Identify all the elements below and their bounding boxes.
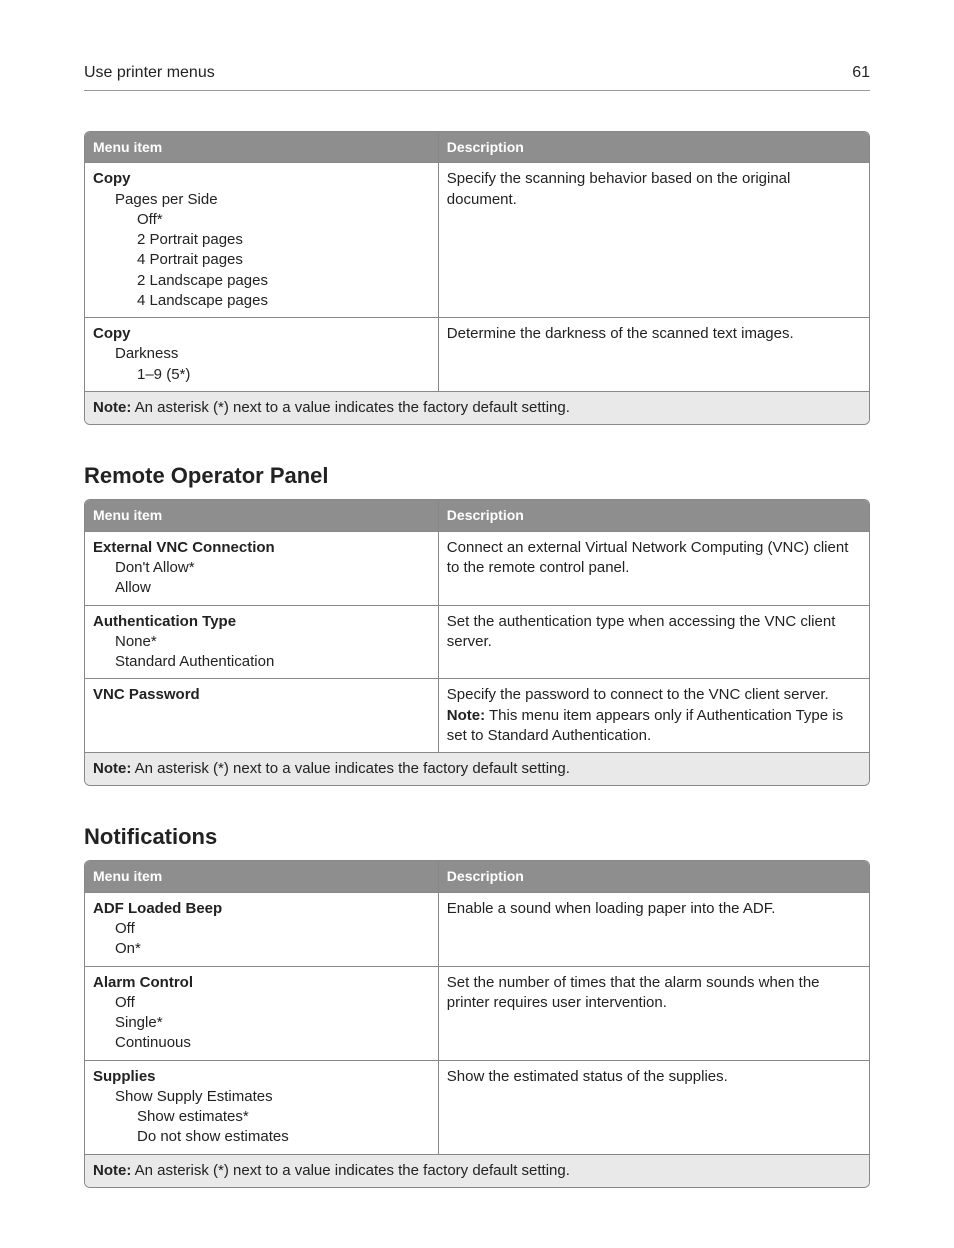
page: Use printer menus 61 Menu item Descripti…: [0, 0, 954, 1248]
notifications-heading: Notifications: [84, 822, 870, 852]
menu-item-opt: 2 Portrait pages: [93, 230, 430, 250]
copy-table: Menu item Description Copy Pages per Sid…: [84, 131, 870, 426]
menu-item-title: External VNC Connection: [93, 538, 430, 558]
menu-item-opt: Show estimates*: [93, 1107, 430, 1127]
remote-col-menu: Menu item: [85, 500, 438, 532]
menu-item-sub: Darkness: [93, 344, 430, 364]
menu-item-opt: Standard Authentication: [93, 652, 430, 672]
description-text: Specify the password to connect to the V…: [447, 686, 829, 703]
notif-col-desc: Description: [438, 861, 869, 893]
page-header: Use printer menus 61: [84, 62, 870, 91]
menu-item-title: ADF Loaded Beep: [93, 899, 430, 919]
menu-item-opt: None*: [93, 632, 430, 652]
menu-item-cell: Copy Pages per Side Off* 2 Portrait page…: [85, 163, 438, 317]
table-row: Copy Pages per Side Off* 2 Portrait page…: [85, 163, 869, 317]
menu-item-cell: Authentication Type None* Standard Authe…: [85, 605, 438, 679]
menu-item-opt: Off: [93, 919, 430, 939]
menu-item-opt: Off*: [93, 210, 430, 230]
menu-item-opt: Single*: [93, 1013, 430, 1033]
remote-table: Menu item Description External VNC Conne…: [84, 499, 870, 786]
menu-item-opt: 4 Landscape pages: [93, 291, 430, 311]
table-row: ADF Loaded Beep Off On* Enable a sound w…: [85, 893, 869, 966]
note-label: Note:: [93, 1162, 131, 1179]
note-text: An asterisk (*) next to a value indicate…: [131, 399, 570, 416]
table-row: Alarm Control Off Single* Continuous Set…: [85, 966, 869, 1060]
menu-item-opt: Continuous: [93, 1033, 430, 1053]
menu-item-cell: VNC Password: [85, 678, 438, 752]
menu-item-opt: 1–9 (5*): [93, 365, 430, 385]
note-text: An asterisk (*) next to a value indicate…: [131, 760, 570, 777]
menu-item-title: VNC Password: [93, 685, 430, 705]
desc-note-text: This menu item appears only if Authentic…: [447, 707, 843, 744]
menu-item-opt: Off: [93, 993, 430, 1013]
menu-item-opt: 2 Landscape pages: [93, 271, 430, 291]
desc-note-label: Note:: [447, 707, 485, 724]
menu-item-title: Copy: [93, 169, 430, 189]
table-row: Supplies Show Supply Estimates Show esti…: [85, 1060, 869, 1154]
notifications-table: Menu item Description ADF Loaded Beep Of…: [84, 860, 870, 1188]
table-note: Note: An asterisk (*) next to a value in…: [85, 752, 869, 785]
menu-item-title: Authentication Type: [93, 612, 430, 632]
note-text: An asterisk (*) next to a value indicate…: [131, 1162, 570, 1179]
menu-item-cell: Alarm Control Off Single* Continuous: [85, 966, 438, 1060]
table-note: Note: An asterisk (*) next to a value in…: [85, 391, 869, 424]
menu-item-cell: Supplies Show Supply Estimates Show esti…: [85, 1060, 438, 1154]
description-cell: Show the estimated status of the supplie…: [438, 1060, 869, 1154]
menu-item-sub: Pages per Side: [93, 190, 430, 210]
table-row: VNC Password Specify the password to con…: [85, 678, 869, 752]
table-row: Copy Darkness 1–9 (5*) Determine the dar…: [85, 317, 869, 391]
menu-item-cell: External VNC Connection Don't Allow* All…: [85, 532, 438, 605]
copy-col-desc: Description: [438, 132, 869, 164]
menu-item-cell: Copy Darkness 1–9 (5*): [85, 317, 438, 391]
description-cell: Set the number of times that the alarm s…: [438, 966, 869, 1060]
description-cell: Determine the darkness of the scanned te…: [438, 317, 869, 391]
menu-item-sub: Show Supply Estimates: [93, 1087, 430, 1107]
menu-item-opt: 4 Portrait pages: [93, 250, 430, 270]
note-label: Note:: [93, 399, 131, 416]
menu-item-cell: ADF Loaded Beep Off On*: [85, 893, 438, 966]
menu-item-opt: Allow: [93, 578, 430, 598]
header-title: Use printer menus: [84, 62, 215, 84]
menu-item-opt: Do not show estimates: [93, 1127, 430, 1147]
menu-item-title: Copy: [93, 324, 430, 344]
remote-col-desc: Description: [438, 500, 869, 532]
menu-item-title: Supplies: [93, 1067, 430, 1087]
table-row: External VNC Connection Don't Allow* All…: [85, 532, 869, 605]
description-cell: Enable a sound when loading paper into t…: [438, 893, 869, 966]
description-cell: Set the authentication type when accessi…: [438, 605, 869, 679]
table-note-row: Note: An asterisk (*) next to a value in…: [85, 752, 869, 785]
remote-heading: Remote Operator Panel: [84, 461, 870, 491]
copy-col-menu: Menu item: [85, 132, 438, 164]
note-label: Note:: [93, 760, 131, 777]
table-note: Note: An asterisk (*) next to a value in…: [85, 1154, 869, 1187]
menu-item-title: Alarm Control: [93, 973, 430, 993]
menu-item-opt: Don't Allow*: [93, 558, 430, 578]
description-cell: Connect an external Virtual Network Comp…: [438, 532, 869, 605]
menu-item-opt: On*: [93, 939, 430, 959]
table-note-row: Note: An asterisk (*) next to a value in…: [85, 391, 869, 424]
page-number: 61: [852, 62, 870, 84]
table-note-row: Note: An asterisk (*) next to a value in…: [85, 1154, 869, 1187]
table-row: Authentication Type None* Standard Authe…: [85, 605, 869, 679]
description-cell: Specify the scanning behavior based on t…: [438, 163, 869, 317]
description-cell: Specify the password to connect to the V…: [438, 678, 869, 752]
notif-col-menu: Menu item: [85, 861, 438, 893]
